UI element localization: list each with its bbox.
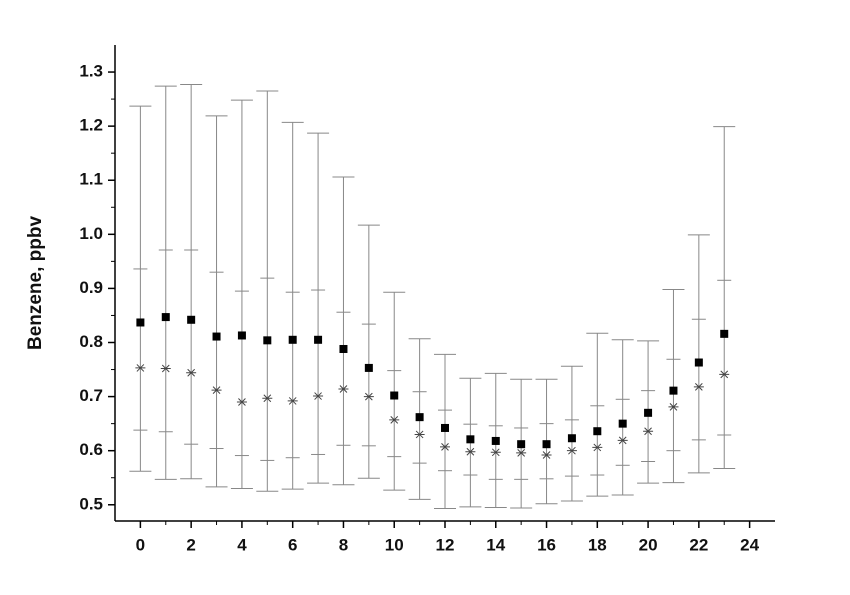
x-tick-label: 12 xyxy=(436,535,455,554)
y-tick-label: 1.1 xyxy=(79,170,103,189)
median-marker xyxy=(719,370,730,379)
median-marker xyxy=(338,385,349,393)
x-tick-label: 6 xyxy=(288,535,297,554)
median-marker xyxy=(490,448,501,457)
median-marker xyxy=(313,392,324,400)
median-marker xyxy=(465,447,476,456)
mean-marker xyxy=(720,329,729,338)
median-marker xyxy=(541,451,552,459)
x-tick-label: 14 xyxy=(486,535,505,554)
mean-marker xyxy=(288,335,297,344)
x-tick-label: 8 xyxy=(339,535,348,554)
mean-marker xyxy=(542,440,551,449)
mean-marker xyxy=(161,313,170,322)
y-axis-label: Benzene, ppbv xyxy=(25,216,46,351)
y-tick-label: 0.6 xyxy=(79,440,103,459)
y-tick-label: 0.5 xyxy=(79,494,103,513)
y-tick-label: 1.2 xyxy=(79,116,103,135)
mean-marker xyxy=(390,391,399,400)
median-marker xyxy=(363,392,374,401)
median-marker xyxy=(643,427,654,436)
mean-marker xyxy=(339,344,348,353)
mean-marker xyxy=(136,318,145,327)
x-tick-label: 22 xyxy=(689,535,708,554)
median-marker xyxy=(236,398,247,406)
median-marker xyxy=(414,430,425,439)
mean-marker xyxy=(441,423,449,432)
median-marker xyxy=(516,448,527,457)
mean-marker xyxy=(187,315,196,324)
y-tick-label: 0.7 xyxy=(79,386,103,405)
median-marker xyxy=(160,364,171,373)
y-tick-label: 0.9 xyxy=(79,278,103,297)
median-marker xyxy=(592,443,603,452)
mean-marker xyxy=(263,336,272,345)
median-marker xyxy=(211,386,222,394)
mean-marker xyxy=(694,358,703,367)
x-tick-label: 16 xyxy=(537,535,556,554)
mean-marker xyxy=(212,332,221,341)
mean-marker xyxy=(517,440,526,449)
median-marker xyxy=(693,383,704,391)
x-tick-label: 10 xyxy=(385,535,404,554)
x-tick-label: 24 xyxy=(740,535,759,554)
y-tick-label: 1.0 xyxy=(79,224,103,243)
median-marker xyxy=(668,403,679,411)
mean-marker xyxy=(491,436,500,445)
x-tick-label: 4 xyxy=(237,535,247,554)
x-tick-label: 18 xyxy=(588,535,607,554)
x-tick-label: 2 xyxy=(186,535,195,554)
y-tick-label: 1.3 xyxy=(79,62,103,81)
median-marker xyxy=(566,446,577,455)
mean-marker xyxy=(618,419,627,428)
median-marker xyxy=(262,394,273,403)
median-marker xyxy=(287,397,298,405)
median-marker xyxy=(389,415,400,424)
median-marker xyxy=(135,364,146,372)
mean-marker xyxy=(466,435,475,444)
mean-marker xyxy=(415,413,424,422)
x-tick-label: 20 xyxy=(639,535,658,554)
mean-marker xyxy=(593,427,602,436)
mean-marker xyxy=(567,434,576,443)
x-tick-label: 0 xyxy=(136,535,145,554)
mean-marker xyxy=(364,363,373,372)
median-marker xyxy=(440,443,450,451)
mean-marker xyxy=(314,335,323,344)
y-tick-label: 0.8 xyxy=(79,332,103,351)
median-marker xyxy=(186,368,197,377)
mean-marker xyxy=(644,408,653,417)
mean-marker xyxy=(669,386,678,395)
median-marker xyxy=(617,436,628,445)
mean-marker xyxy=(237,331,246,340)
